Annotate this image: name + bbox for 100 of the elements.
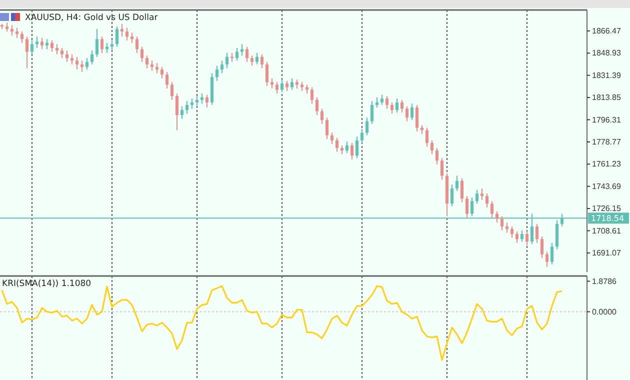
candlestick: [80, 60, 84, 73]
candlestick: [400, 99, 404, 114]
candlestick: [186, 100, 188, 114]
candlestick: [76, 56, 78, 70]
candlestick: [146, 55, 148, 69]
candlestick: [256, 52, 258, 65]
candlestick: [156, 62, 158, 74]
candlestick: [180, 106, 184, 120]
y-tick-label: 1726.15: [592, 204, 622, 214]
y-tick-label: 0.0000: [592, 307, 618, 316]
candlestick: [526, 231, 528, 246]
candlestick: [220, 60, 224, 74]
y-tick-label: 1761.23: [592, 160, 622, 169]
y-tick-label: 1813.85: [592, 93, 622, 102]
candlestick: [376, 96, 378, 108]
candlestick: [496, 210, 498, 224]
candlestick: [150, 60, 154, 72]
candlestick: [26, 36, 28, 69]
candlestick: [206, 94, 208, 108]
candlestick: [510, 226, 514, 238]
candlestick: [106, 42, 108, 54]
candlestick: [16, 27, 18, 38]
candlestick: [316, 96, 318, 116]
chart-title: XAUUSD, H4: Gold vs US Dollar: [25, 13, 158, 23]
candlestick: [330, 132, 334, 145]
candlestick: [116, 26, 118, 48]
candlestick: [120, 23, 124, 38]
candlestick: [10, 24, 14, 36]
candlestick: [386, 96, 388, 110]
candlestick: [170, 82, 174, 100]
candlestick: [86, 58, 88, 70]
candlestick: [90, 50, 94, 65]
candlestick: [546, 251, 548, 268]
candlestick: [396, 98, 398, 114]
candlestick: [110, 40, 114, 51]
candlestick: [290, 78, 294, 90]
candlestick: [280, 79, 284, 93]
candlestick: [286, 80, 288, 92]
candlestick: [480, 188, 484, 200]
candlestick: [226, 52, 228, 69]
candlestick: [176, 93, 178, 131]
candlestick: [550, 242, 554, 265]
candlestick: [366, 117, 368, 136]
y-tick-label: 1831.39: [592, 70, 622, 80]
chart-title: KRI(SMA(14)) 1.1080: [2, 279, 92, 289]
candlestick: [440, 158, 444, 180]
y-tick-label: 1743.69: [592, 182, 622, 191]
candlestick: [486, 193, 488, 208]
candlestick: [56, 44, 58, 55]
y-tick-label: 1691.07: [592, 248, 622, 258]
candlestick: [426, 127, 428, 148]
candlestick: [40, 37, 44, 50]
candlestick: [500, 216, 504, 231]
candlestick: [246, 46, 248, 62]
candlestick: [46, 38, 48, 50]
candlestick: [60, 47, 64, 59]
candlestick: [50, 40, 54, 52]
candlestick: [450, 184, 454, 207]
candlestick: [270, 78, 274, 89]
candlestick: [130, 32, 134, 44]
y-tick-label: 1.8786: [592, 276, 618, 286]
candlestick: [336, 137, 338, 152]
candlestick: [370, 100, 374, 124]
candlestick: [326, 117, 328, 140]
candlestick: [320, 108, 324, 124]
candlestick: [216, 65, 218, 82]
candlestick: [506, 222, 508, 234]
y-tick-label: 1778.77: [592, 137, 622, 146]
y-tick-label: 1708.61: [592, 226, 622, 236]
candlestick: [490, 200, 494, 218]
candlestick: [236, 47, 238, 62]
candlestick: [70, 54, 74, 65]
ref-line-label: 1718.54: [591, 214, 624, 224]
candlestick: [20, 31, 24, 44]
candlestick: [456, 175, 458, 192]
candlestick: [310, 86, 314, 104]
candlestick: [430, 140, 434, 155]
candlestick: [520, 230, 524, 242]
candlestick: [540, 236, 544, 259]
candlestick: [536, 223, 538, 244]
candlestick: [200, 93, 204, 104]
candlestick: [390, 102, 394, 114]
candlestick: [126, 27, 128, 41]
candlestick: [96, 28, 98, 58]
candlestick: [516, 231, 518, 244]
candlestick: [136, 36, 138, 54]
candlestick: [406, 106, 408, 122]
candlestick: [190, 98, 194, 110]
candlestick: [260, 54, 264, 69]
candlestick: [140, 46, 144, 62]
y-tick-label: 1848.93: [592, 48, 622, 58]
candlestick: [276, 82, 278, 94]
y-tick-label: 1866.47: [592, 26, 622, 36]
candlestick: [30, 40, 34, 55]
candlestick: [240, 44, 244, 56]
candlestick: [346, 141, 348, 154]
candlestick: [266, 61, 268, 86]
candlestick: [410, 103, 414, 121]
candlestick: [380, 94, 384, 106]
candlestick: [66, 50, 68, 62]
